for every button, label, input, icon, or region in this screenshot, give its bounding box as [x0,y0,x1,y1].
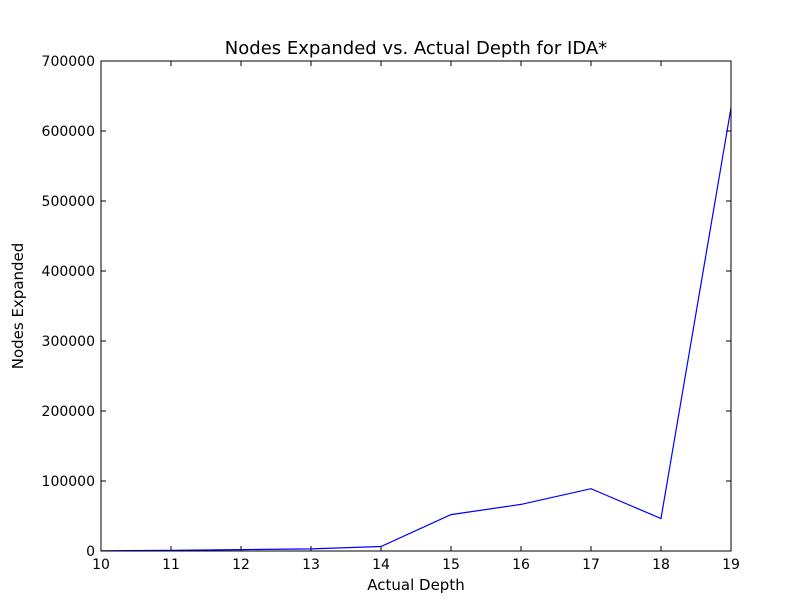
data-point [660,517,662,520]
x-tick-label: 16 [512,557,530,573]
x-tick-label: 11 [162,557,180,573]
y-tick-label: 200000 [42,404,95,420]
x-tick-label: 19 [722,557,740,573]
x-tick-label: 10 [92,557,110,573]
data-point [310,548,312,550]
series-layer [100,107,732,552]
x-tick-label: 15 [442,557,460,573]
y-tick-label: 400000 [42,264,95,280]
series-line [100,107,732,552]
y-tick-label: 0 [86,544,95,560]
chart-title: Nodes Expanded vs. Actual Depth for IDA* [225,38,607,59]
y-tick-label: 100000 [42,474,95,490]
data-point [380,545,382,548]
x-tick-label: 14 [372,557,390,573]
y-axis-ticks: 0 100000 200000 300000 400000 500000 600000 700… [42,54,731,560]
x-axis-ticks: 10 11 12 13 14 15 16 17 18 19 [92,61,740,573]
x-tick-label: 18 [652,557,670,573]
y-axis-label: Nodes Expanded [9,243,27,370]
data-point [450,514,452,516]
x-tick-label: 12 [232,557,250,573]
y-tick-label: 300000 [42,334,95,350]
data-point [590,488,592,490]
y-tick-label: 700000 [42,54,95,70]
plot-frame [100,60,732,552]
y-tick-label: 500000 [42,194,95,210]
x-tick-label: 17 [582,557,600,573]
x-tick-label: 13 [302,557,320,573]
x-axis-label: Actual Depth [367,576,464,594]
y-tick-label: 600000 [42,124,95,140]
data-point [240,549,242,551]
data-point [520,503,522,506]
